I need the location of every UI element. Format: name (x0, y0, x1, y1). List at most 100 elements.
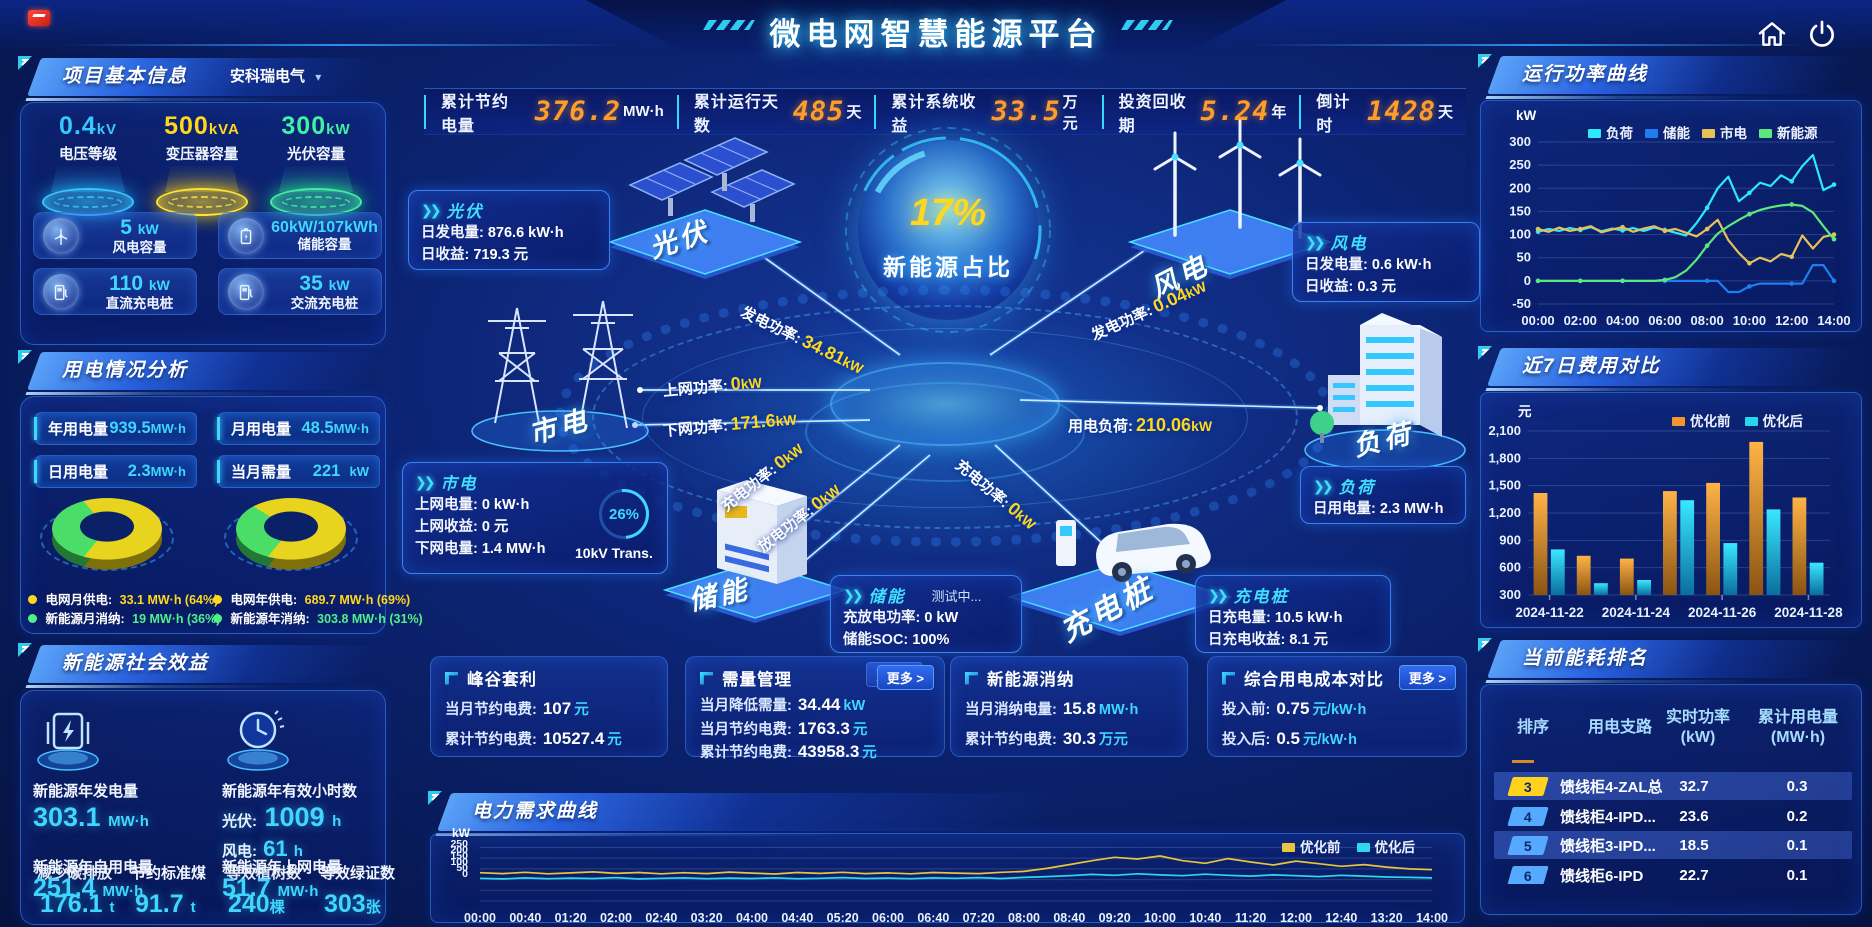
card-demand-management: 需量管理 更多 > 当月降低需量: 34.44 kW 当月节约电费: 1763.3 元 … (685, 656, 945, 761)
benefit-export-label: 新能源年上网电量 (222, 859, 343, 876)
usage-value: 48.5MW·h (301, 419, 370, 437)
panel-corner-icon (18, 56, 32, 70)
panel-title: 新能源社会效益 (62, 653, 210, 674)
spotlight-label: 电压等级 (59, 147, 117, 163)
stat-unit: 天 (1437, 104, 1453, 121)
power-chart-panel (1480, 100, 1862, 332)
realtime-power: 18.5 (1679, 836, 1709, 854)
svg-text:06:00: 06:00 (872, 911, 904, 925)
card-title-icon (965, 671, 978, 685)
callout-title: ❯❯ 市电 (415, 473, 478, 494)
table-row[interactable]: 4 馈线柜4-IPD... 23.6 0.2 (1494, 802, 1852, 830)
svg-text:14:00: 14:00 (1817, 313, 1850, 328)
total-energy: 0.1 (1786, 836, 1808, 854)
panel-corner-icon (1478, 54, 1492, 68)
svg-text:06:40: 06:40 (917, 911, 949, 925)
benefit-trees-value: 240棵 (228, 890, 285, 918)
realtime-power: 22.7 (1679, 866, 1709, 884)
stat-label: 累计运行天数 (693, 93, 779, 135)
col-header-branch: 用电支路 (1587, 719, 1652, 736)
generation-plaque-icon (37, 712, 99, 771)
svg-text:10:00: 10:00 (1144, 911, 1176, 925)
rank-badge: 5 (1507, 835, 1549, 855)
legend-value: 689.7 MW·h (69%) (304, 593, 411, 607)
benefit-self-value: 251.4 MW·h (33, 874, 144, 902)
callout-load: ❯❯ 负荷 日用电量: 2.3 MW·h (1300, 466, 1466, 524)
panel-title: 运行功率曲线 (1522, 64, 1649, 85)
demand-y-axis-label: kW (452, 826, 470, 840)
cost-compare-chart: 2,100 1,800 1,500 1,200 900 600 300 2024-11-22 2… (1488, 423, 1843, 620)
realtime-power: 23.6 (1679, 807, 1709, 825)
svg-text:2,100: 2,100 (1488, 423, 1521, 438)
card-value: 60kW/107kWh (271, 218, 378, 236)
battery-icon (228, 217, 264, 254)
table-row[interactable]: 3 馈线柜4-ZAL总 32.7 0.3 (1494, 772, 1852, 800)
kpi-stats-bar: 累计节约电量 376.2 MW·h 累计运行天数 485 天 累计系统收益 33… (424, 88, 1466, 135)
panel-header-demand: 电力需求曲线 (428, 791, 1472, 836)
svg-text:04:00: 04:00 (736, 911, 768, 925)
home-icon[interactable] (1756, 18, 1788, 50)
legend-swatch (1702, 129, 1715, 138)
svg-text:1,800: 1,800 (1488, 450, 1521, 465)
power-y-axis-label: kW (1516, 108, 1537, 123)
svg-text:03:20: 03:20 (691, 911, 723, 925)
svg-text:02:00: 02:00 (1564, 313, 1597, 328)
legend-dot (213, 595, 222, 604)
card-peak-valley-arbitrage: 峰谷套利 当月节约电费: 107 元 累计节约电费: 10527.4 元 (430, 656, 668, 757)
legend-label: 新能源月消纳: (45, 612, 125, 626)
svg-text:13:20: 13:20 (1371, 911, 1403, 925)
gauge-label: 10kV Trans. (575, 545, 653, 561)
legend-label: 电网月供电: (45, 593, 113, 607)
usage-label: 日用电量 (48, 464, 109, 481)
dc-charger-icon (43, 273, 79, 310)
legend-item: 优化后 (1744, 410, 1803, 430)
power-chart-legend: 负荷 储能 市电 新能源 (1588, 122, 1818, 142)
panel-header-underline (25, 392, 283, 395)
card-label: 储能容量 (297, 236, 352, 252)
stat-label: 投资回收期 (1118, 93, 1187, 135)
svg-text:1,500: 1,500 (1488, 478, 1521, 493)
rank-badge: 4 (1507, 806, 1549, 826)
total-energy: 0.2 (1786, 807, 1808, 825)
svg-text:00:40: 00:40 (509, 911, 541, 925)
demand-more-button[interactable]: 更多 > (876, 665, 934, 690)
company-dropdown[interactable]: 安科瑞电气 ▾ (230, 58, 321, 96)
callout-title: ❯❯ 负荷 (1313, 477, 1376, 498)
legend-renewable-month: 新能源月消纳: 19 MW·h (36%) (28, 608, 220, 627)
benefit-hours-label: 新能源年有效小时数 (222, 783, 358, 800)
legend-item: 优化前 (1672, 410, 1731, 430)
legend-swatch (1282, 843, 1295, 852)
panel-header-cost-compare: 近7日费用对比 (1478, 346, 1865, 391)
benefit-pv-hours: 光伏: 1009 h (222, 802, 342, 832)
table-row[interactable]: 6 馈线柜6-IPD 22.7 0.1 (1494, 861, 1852, 884)
renewable-share-value: 17% (909, 192, 987, 234)
usage-month-box: 月用电量 48.5MW·h (217, 412, 380, 445)
svg-text:02:00: 02:00 (600, 911, 632, 925)
stat-value: 376.2 (534, 96, 622, 127)
benefit-export-value: 51.7 MW·h (222, 874, 319, 902)
header-line-right (1252, 44, 1812, 46)
wind-turbine-icon (43, 217, 79, 254)
cost-more-button[interactable]: 更多 > (1398, 665, 1456, 690)
card-title-icon (700, 671, 713, 685)
spotlight-label: 光伏容量 (287, 147, 345, 163)
total-energy: 0.3 (1786, 777, 1808, 795)
card-label: 风电容量 (112, 239, 167, 255)
benefit-trees-label: 等效植树数 (226, 865, 302, 882)
total-energy: 0.1 (1786, 866, 1808, 884)
card-title-icon (1222, 671, 1235, 685)
panel-header-benefits: 新能源社会效益 (18, 643, 393, 688)
benefit-certs-label: 等效绿证数 (320, 865, 396, 882)
inner-ring (642, 328, 1248, 508)
svg-text:04:00: 04:00 (1606, 313, 1639, 328)
power-icon[interactable] (1806, 18, 1838, 50)
card-title-icon (445, 671, 458, 685)
stat-unit: 年 (1271, 104, 1287, 121)
svg-text:100: 100 (1509, 227, 1531, 242)
table-row[interactable]: 5 馈线柜3-IPD... 18.5 0.1 (1494, 831, 1852, 859)
card-label: 交流充电桩 (290, 295, 359, 311)
legend-swatch (1645, 129, 1658, 138)
chevron-right-icon: ❯❯ (1208, 586, 1229, 603)
col-header-power: 实时功率 (kW) (1665, 709, 1730, 746)
panel-header-ranking: 当前能耗排名 (1478, 638, 1865, 683)
